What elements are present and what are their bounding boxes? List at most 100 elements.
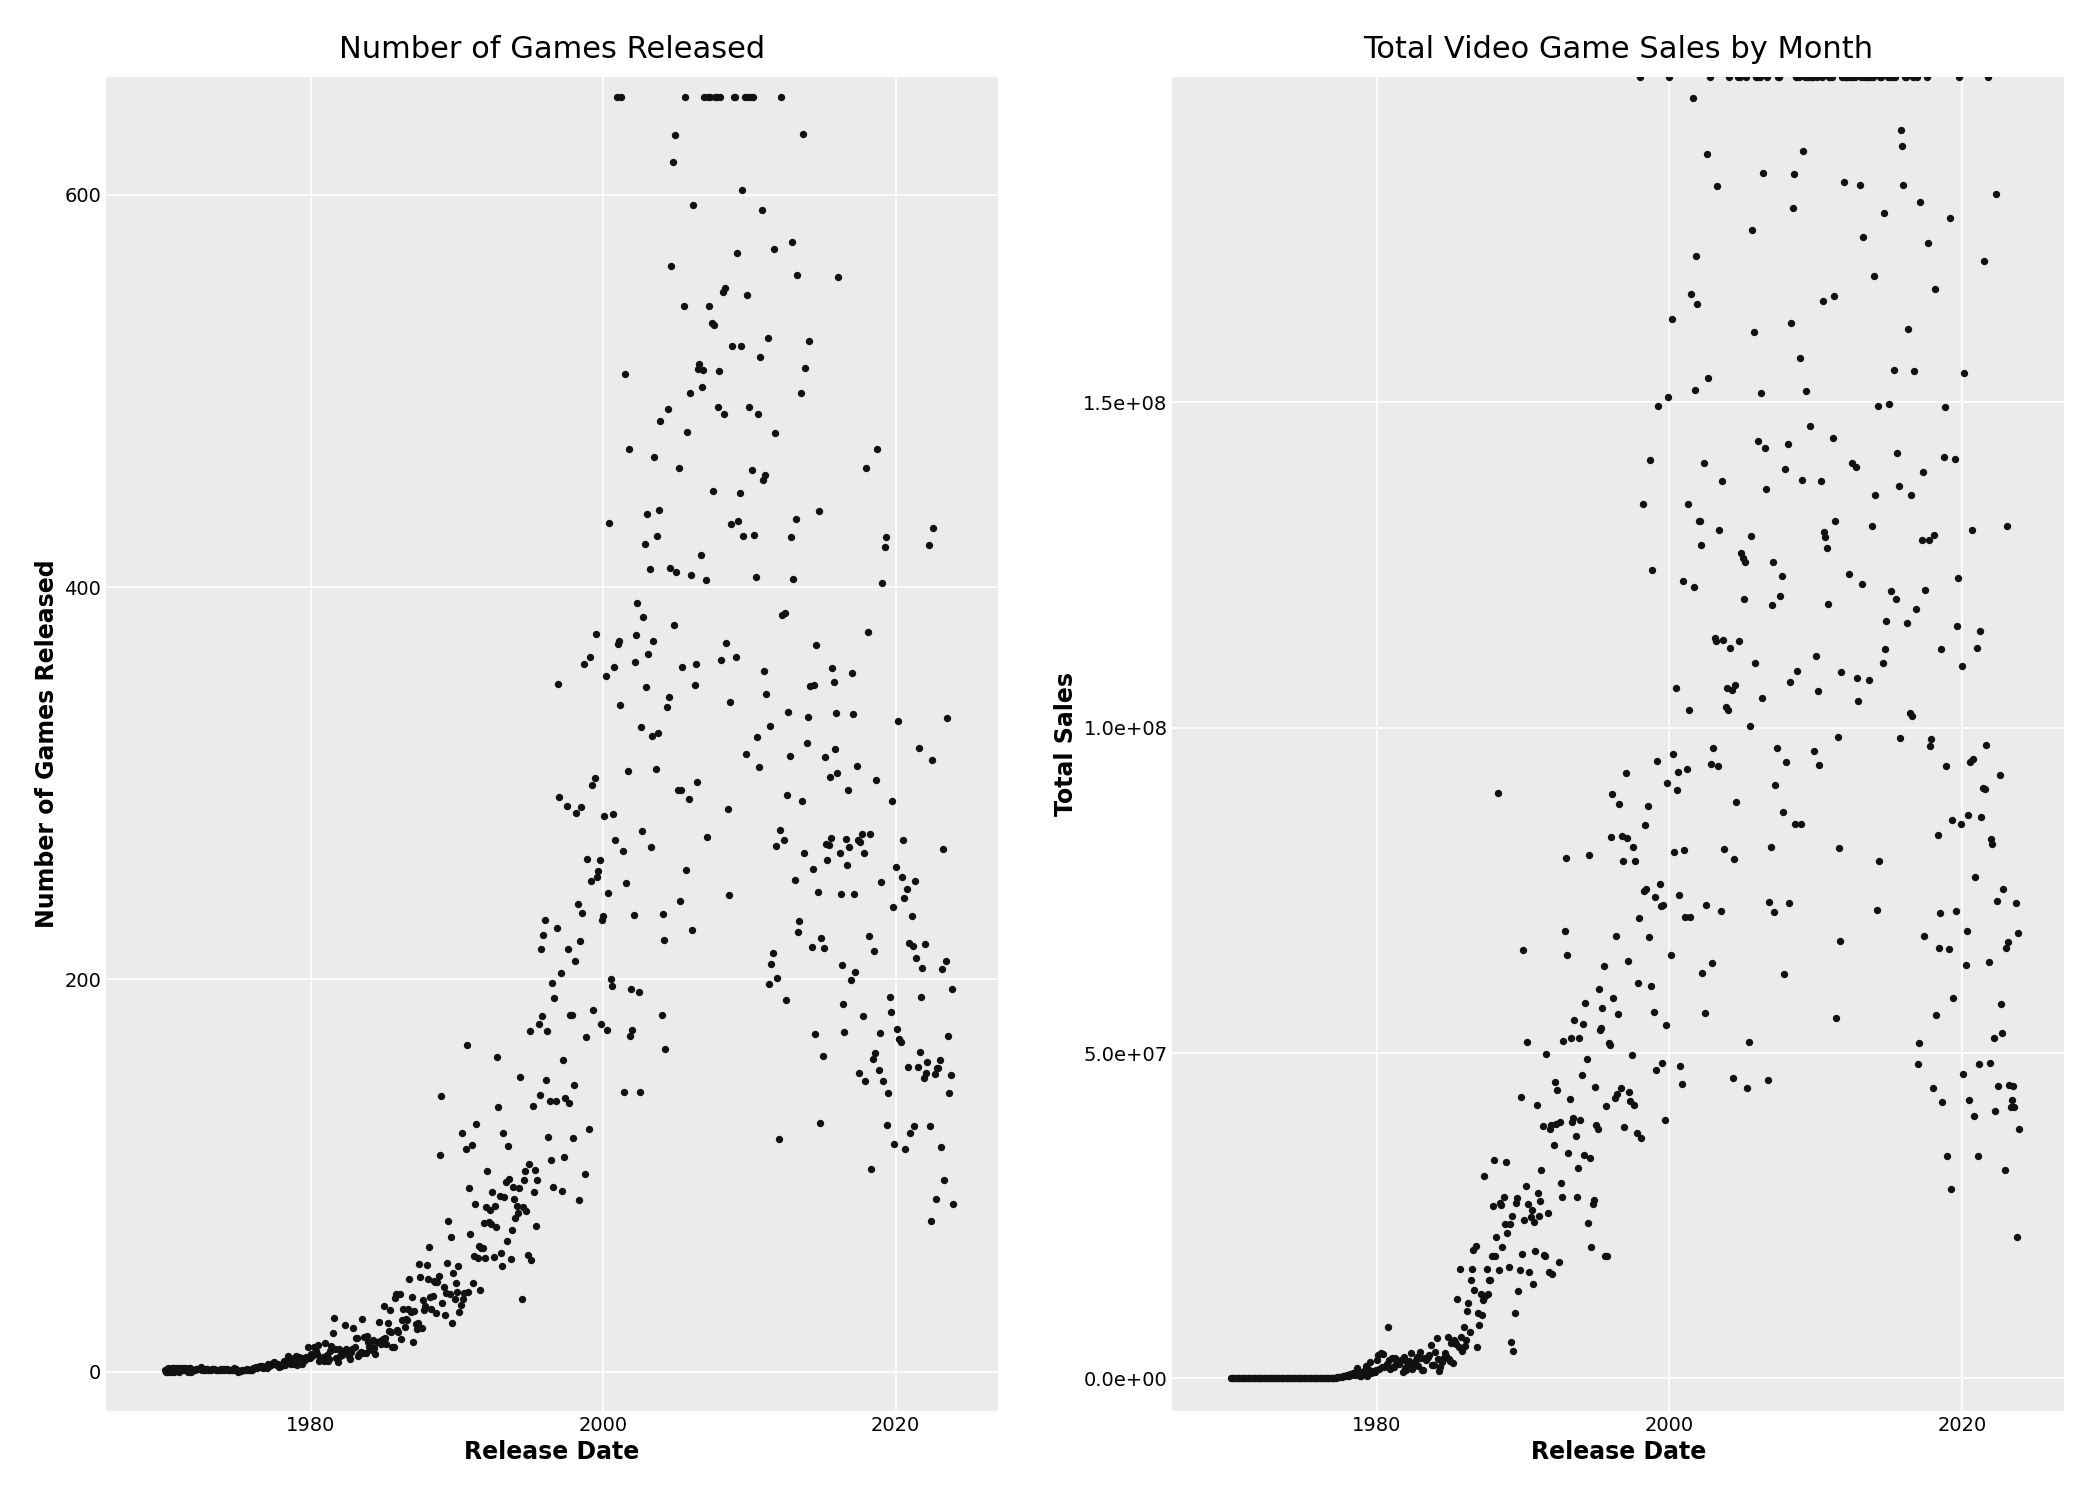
Point	[1297, 1367, 1331, 1391]
Point	[1501, 1186, 1534, 1210]
Point	[1612, 949, 1646, 973]
Point	[846, 1003, 879, 1027]
Point	[1948, 953, 1981, 977]
Point	[871, 1081, 905, 1105]
Point	[470, 1159, 504, 1183]
Point	[1602, 1003, 1635, 1027]
Point	[1725, 541, 1759, 565]
Point	[237, 1357, 271, 1381]
Point	[1633, 448, 1667, 472]
Point	[594, 973, 628, 997]
Point	[1461, 1301, 1494, 1325]
Point	[634, 835, 667, 859]
Point	[1425, 1348, 1459, 1372]
Point	[1641, 750, 1675, 773]
Point	[873, 985, 907, 1009]
Point	[575, 869, 609, 893]
Point	[302, 1349, 336, 1373]
Point	[804, 1111, 838, 1135]
Point	[586, 908, 619, 932]
Point	[672, 787, 705, 811]
Point	[1973, 1051, 2007, 1075]
Point	[1719, 673, 1753, 697]
Point	[733, 394, 766, 418]
Point	[1717, 1066, 1751, 1090]
Point	[1398, 1352, 1432, 1376]
Point	[1673, 905, 1706, 929]
Point	[418, 1270, 451, 1294]
Point	[1620, 971, 1654, 995]
Point	[1276, 1367, 1310, 1391]
Point	[357, 1328, 390, 1352]
Point	[640, 525, 674, 549]
Point	[915, 748, 949, 772]
Point	[611, 758, 644, 782]
Point	[529, 908, 563, 932]
Point	[1782, 64, 1816, 88]
Point	[756, 941, 789, 965]
Point	[1499, 1301, 1532, 1325]
Point	[500, 1205, 533, 1229]
Point	[181, 1358, 214, 1382]
Point	[646, 928, 680, 952]
Point	[1306, 1367, 1339, 1391]
Point	[348, 1342, 382, 1366]
Point	[682, 352, 716, 376]
Point	[1923, 901, 1956, 925]
Point	[1509, 1030, 1543, 1054]
Point	[1411, 1346, 1444, 1370]
Point	[430, 1250, 464, 1274]
Point	[1408, 1348, 1442, 1372]
Point	[898, 868, 932, 892]
Point	[749, 463, 783, 487]
Point	[1291, 1367, 1324, 1391]
Point	[1287, 1367, 1320, 1391]
Point	[1721, 630, 1755, 654]
Point	[1274, 1367, 1308, 1391]
Point	[1566, 1063, 1599, 1087]
Point	[911, 534, 945, 558]
Point	[546, 1048, 579, 1072]
Point	[911, 1049, 945, 1073]
Point	[1350, 1364, 1383, 1388]
Point	[504, 1066, 537, 1090]
Point	[1918, 1003, 1952, 1027]
Point	[764, 85, 798, 109]
Point	[1287, 1367, 1320, 1391]
Point	[487, 1121, 521, 1145]
Point	[1734, 523, 1767, 547]
Point	[1327, 1364, 1360, 1388]
Point	[917, 1061, 951, 1085]
Point	[458, 1192, 491, 1216]
Point	[688, 568, 722, 592]
Point	[1769, 457, 1803, 481]
Point	[451, 1280, 485, 1304]
Point	[1780, 64, 1814, 88]
Point	[395, 1300, 428, 1324]
Point	[825, 953, 858, 977]
Point	[886, 827, 919, 851]
Point	[1419, 1340, 1453, 1364]
Point	[651, 696, 684, 720]
Point	[1820, 724, 1853, 748]
Point	[1385, 1360, 1419, 1384]
Point	[584, 1012, 617, 1036]
Point	[804, 926, 838, 950]
Point	[919, 1057, 953, 1081]
Point	[449, 1138, 483, 1162]
Point	[506, 1195, 539, 1219]
Point	[1331, 1363, 1364, 1387]
Point	[1522, 1181, 1555, 1205]
Point	[712, 797, 745, 821]
Point	[151, 1355, 185, 1379]
Point	[644, 1003, 678, 1027]
Point	[858, 1042, 892, 1066]
Point	[1390, 1358, 1423, 1382]
Point	[581, 859, 615, 883]
Point	[1432, 1348, 1465, 1372]
Point	[1364, 1342, 1398, 1366]
Point	[483, 1184, 516, 1208]
Point	[768, 601, 802, 625]
Point	[1217, 1367, 1251, 1391]
Point	[390, 1297, 424, 1321]
